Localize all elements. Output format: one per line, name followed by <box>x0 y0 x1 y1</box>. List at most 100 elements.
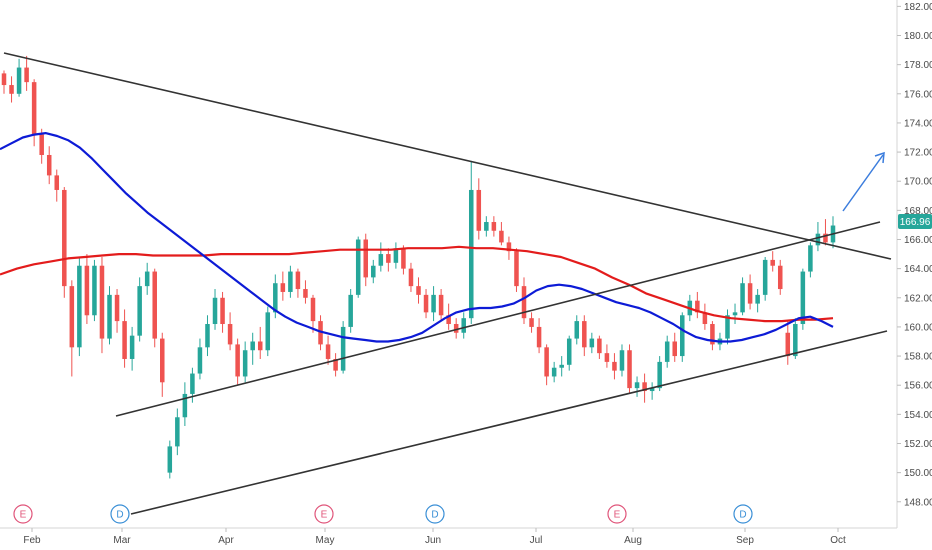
trendline-upper-resistance[interactable] <box>3 52 892 260</box>
dividend-marker[interactable]: D <box>110 504 130 524</box>
candle <box>634 376 640 397</box>
candle <box>401 245 406 275</box>
candle-body <box>220 297 225 325</box>
candle-body <box>747 283 753 304</box>
candle-body <box>604 353 610 362</box>
candle <box>612 353 617 380</box>
candle <box>499 222 504 246</box>
y-tick-label: 156.00 <box>904 381 932 392</box>
candle-body <box>627 350 632 389</box>
candle <box>386 248 391 272</box>
candle-body <box>295 271 301 290</box>
candle-body <box>167 446 173 473</box>
candle <box>514 248 519 292</box>
candle-body <box>257 341 263 351</box>
candle-body <box>823 233 828 243</box>
candle-body <box>273 283 278 313</box>
candle <box>619 344 625 377</box>
y-tick-label: 176.00 <box>904 89 932 100</box>
candle <box>220 291 225 333</box>
marker-label: E <box>20 510 27 521</box>
earnings-marker[interactable]: E <box>13 504 33 524</box>
candle-body <box>649 388 655 392</box>
dividend-marker[interactable]: D <box>733 504 753 524</box>
candle <box>597 335 602 359</box>
candle <box>815 222 821 252</box>
candle <box>551 361 557 383</box>
candle-body <box>657 361 662 389</box>
candle <box>107 286 112 345</box>
candle <box>371 259 376 284</box>
candle <box>182 382 188 427</box>
candle <box>476 178 482 240</box>
candle <box>770 251 775 272</box>
candle-body <box>702 312 708 325</box>
y-tick-label: 164.00 <box>904 264 932 275</box>
x-axis-ticks: Feb Mar Apr May Jun Jul Aug Sep Oct <box>23 528 846 546</box>
earnings-marker[interactable]: E <box>314 504 334 524</box>
candle <box>1 70 7 94</box>
candle <box>680 312 685 362</box>
y-tick-label: 152.00 <box>904 439 932 450</box>
candle <box>566 335 572 371</box>
candle-body <box>785 332 791 357</box>
candle-body <box>77 265 82 348</box>
y-tick-label: 182.00 <box>904 2 932 13</box>
candle-body <box>280 283 286 292</box>
candle-body <box>559 364 564 368</box>
candle <box>808 242 813 278</box>
moving-average-slow <box>0 245 834 323</box>
candle <box>160 332 165 397</box>
candle <box>363 233 369 287</box>
candle <box>310 294 316 333</box>
marker-circle <box>733 504 753 524</box>
candle <box>129 326 135 371</box>
trendline-middle-channel[interactable] <box>115 221 881 417</box>
marker-circle <box>607 504 627 524</box>
dividend-marker[interactable]: D <box>425 504 445 524</box>
candle <box>468 160 474 325</box>
candle <box>627 344 632 394</box>
x-tick-label: Feb <box>23 535 41 546</box>
candle-body <box>468 189 474 319</box>
candle-body <box>182 393 188 418</box>
candle-body <box>242 350 248 377</box>
candle-body <box>1 73 7 86</box>
candle-body <box>672 341 677 357</box>
candle-body <box>54 175 60 190</box>
candle <box>378 242 384 272</box>
candle <box>747 274 753 310</box>
candle <box>785 321 791 365</box>
candle <box>122 309 127 368</box>
candle-body <box>589 338 595 348</box>
candle-body <box>431 294 436 313</box>
candle <box>235 338 240 386</box>
candle <box>24 55 29 91</box>
projection-arrow[interactable] <box>842 151 885 212</box>
y-tick-label: 154.00 <box>904 410 932 421</box>
candle <box>54 169 60 202</box>
candle <box>333 353 338 377</box>
candle <box>604 344 610 368</box>
candle <box>46 146 52 185</box>
marker-label: D <box>116 510 123 521</box>
candle-body <box>288 271 293 292</box>
y-tick-label: 166.00 <box>904 235 932 246</box>
earnings-marker[interactable]: E <box>607 504 627 524</box>
candle <box>484 216 489 237</box>
candle <box>355 236 361 298</box>
marker-label: D <box>739 510 746 521</box>
candle-body <box>46 154 52 176</box>
y-tick-label: 178.00 <box>904 60 932 71</box>
candle <box>137 277 142 342</box>
candle <box>642 373 647 403</box>
candle-body <box>438 294 444 316</box>
candle <box>77 256 82 357</box>
candle-body <box>227 324 233 345</box>
candle-body <box>325 344 331 359</box>
trendline-lower-support[interactable] <box>130 330 888 515</box>
candle <box>69 280 75 377</box>
candles <box>1 55 836 479</box>
